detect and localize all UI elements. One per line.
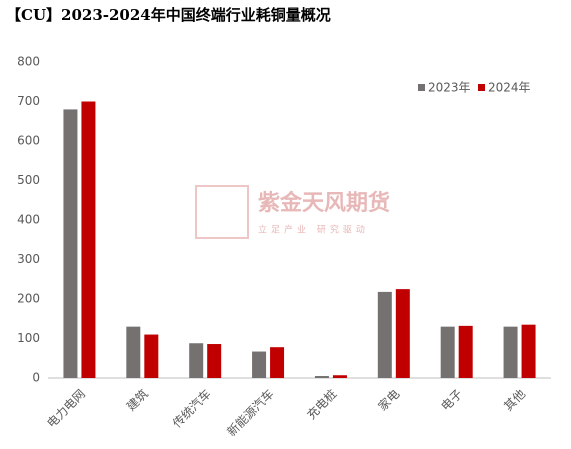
bar [189,343,204,378]
bar [395,289,410,378]
legend-swatch [478,84,485,91]
bar [521,324,536,378]
bar [440,326,455,378]
x-tick-label: 电子 [438,387,465,414]
legend-label: 2023年 [428,81,471,95]
bar [377,291,392,378]
x-tick-label: 充电桩 [303,386,339,422]
y-tick-label: 800 [17,55,40,69]
y-tick-label: 400 [17,213,40,227]
y-tick-label: 600 [17,134,40,148]
watermark-name: 紫金天风期货 [258,190,390,216]
bar [63,109,78,379]
x-tick-label: 建筑 [123,386,151,414]
y-tick-label: 300 [17,252,40,266]
bar [252,351,267,378]
x-tick-label: 其他 [501,387,528,414]
y-tick-label: 200 [17,292,40,306]
bar [270,347,285,378]
x-tick-label: 新能源汽车 [224,386,277,439]
bar [314,376,329,378]
bar [332,375,347,378]
x-tick-label: 家电 [375,386,403,414]
bar [81,101,96,378]
watermark-logo [195,185,249,239]
bar [503,326,518,378]
y-tick-label: 0 [32,371,40,385]
bar [144,334,159,378]
x-tick-label: 传统汽车 [169,386,214,431]
chart-title: 【CU】2023-2024年中国终端行业耗铜量概况 [6,6,331,24]
legend-swatch [418,84,425,91]
bar [458,325,473,378]
y-tick-label: 700 [17,94,40,108]
bar [126,326,141,378]
y-tick-label: 100 [17,331,40,345]
legend-label: 2024年 [488,81,531,95]
x-tick-label: 电力电网 [44,387,88,431]
y-tick-label: 500 [17,173,40,187]
watermark-slogan: 立足产业 研究驱动 [258,224,369,236]
bar [207,344,222,378]
